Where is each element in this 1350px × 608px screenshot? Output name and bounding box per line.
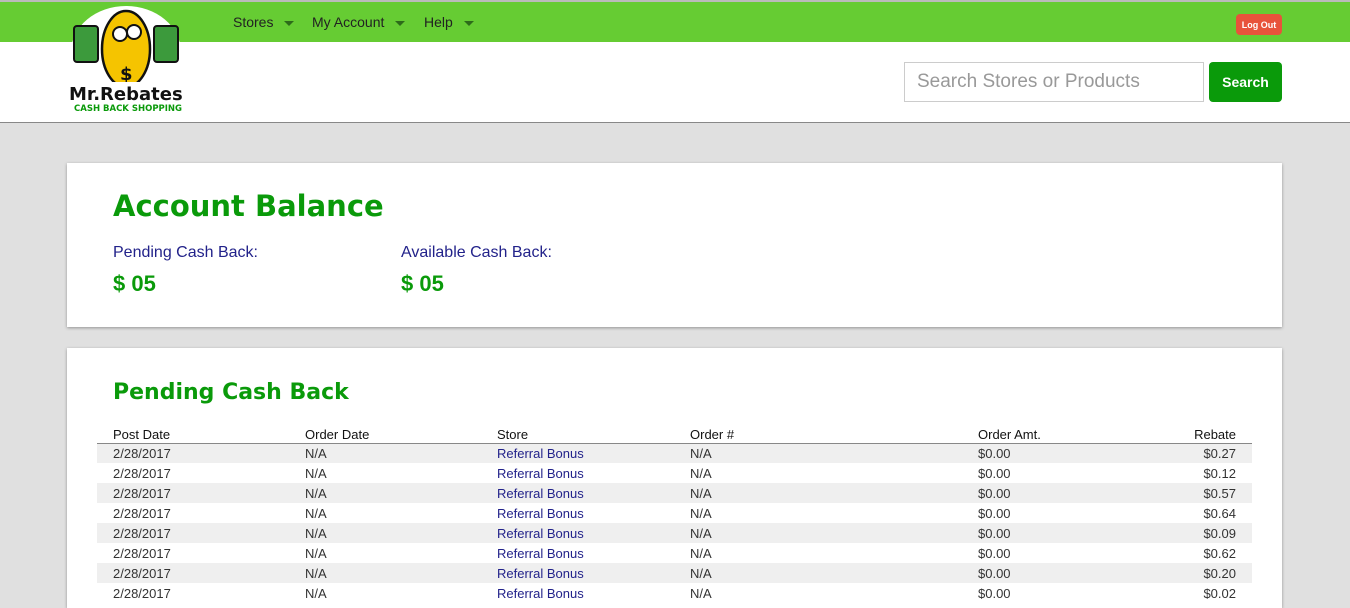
cell-order-number: N/A [674, 483, 962, 503]
nav-help[interactable]: Help [424, 14, 474, 30]
cell-order-number: N/A [690, 585, 712, 601]
cell-order-number: N/A [690, 465, 712, 481]
col-order-number: Order # [674, 426, 962, 444]
table-row: 2/28/2017 N/A Referral Bonus N/A $0.00 $0.57 [97, 483, 1252, 503]
table-row: 2/28/2017 N/A Referral Bonus N/A $0.00 $0.12 [97, 463, 1252, 483]
table-row: 2/28/2017 N/A Referral Bonus N/A $0.00 $0.64 [97, 503, 1252, 523]
cell-rebate: $0.09 [1107, 523, 1252, 543]
cell-order-date: N/A [305, 545, 327, 561]
cell-post-date: 2/28/2017 [97, 443, 289, 463]
cell-order-date: N/A [289, 523, 481, 543]
available-label: Available Cash Back: [401, 244, 552, 261]
brand-logo[interactable]: $ Mr.Rebates CASH BACK SHOPPING [66, 4, 188, 116]
cell-order-amt: $0.00 [962, 483, 1107, 503]
cell-store[interactable]: Referral Bonus [481, 563, 674, 583]
pending-cash-back-title: Pending Cash Back [113, 380, 349, 405]
caret-down-icon [284, 21, 295, 26]
cell-order-date: N/A [305, 505, 327, 521]
cell-rebate: $0.02 [1203, 585, 1236, 601]
brand-name: Mr.Rebates [69, 84, 183, 105]
cell-rebate: $0.64 [1203, 505, 1236, 521]
cell-store[interactable]: Referral Bonus [481, 523, 674, 543]
table-row: 2/28/2017 N/A Referral Bonus N/A $0.00 $0.02 [97, 583, 1252, 603]
nav-stores[interactable]: Stores [233, 14, 295, 30]
top-border [0, 0, 1350, 2]
cell-post-date: 2/28/2017 [113, 465, 171, 481]
cell-order-amt: $0.00 [962, 443, 1107, 463]
cell-post-date: 2/28/2017 [113, 585, 171, 601]
logout-button[interactable]: Log Out [1236, 14, 1282, 35]
cell-order-number: N/A [674, 563, 962, 583]
pending-cash-back-card: Pending Cash Back Post Date Order Date S… [67, 348, 1282, 608]
cell-post-date: 2/28/2017 [97, 523, 289, 543]
nav-bar: Stores My Account Help Log Out [0, 2, 1350, 42]
cell-order-date: N/A [289, 563, 481, 583]
cell-store[interactable]: Referral Bonus [497, 585, 584, 601]
account-balance-title: Account Balance [113, 189, 384, 223]
table-row: 2/28/2017 N/A Referral Bonus N/A $0.00 $0.27 [97, 443, 1252, 463]
cell-order-amt: $0.00 [962, 563, 1107, 583]
search-input[interactable] [904, 62, 1204, 102]
brand-tagline: CASH BACK SHOPPING [74, 104, 182, 114]
nav-label: My Account [312, 14, 385, 30]
cell-order-amt: $0.00 [962, 523, 1107, 543]
col-order-amt: Order Amt. [962, 426, 1107, 444]
cell-post-date: 2/28/2017 [97, 483, 289, 503]
cell-post-date: 2/28/2017 [113, 545, 171, 561]
pending-table: Post Date Order Date Store Order # Order… [97, 426, 1252, 603]
nav-label: Help [424, 14, 453, 30]
cell-store[interactable]: Referral Bonus [481, 443, 674, 463]
cell-post-date: 2/28/2017 [97, 563, 289, 583]
cell-order-number: N/A [674, 523, 962, 543]
cell-rebate: $0.12 [1203, 465, 1236, 481]
svg-text:$: $ [120, 64, 133, 85]
pending-value: $ 05 [113, 271, 156, 296]
col-rebate: Rebate [1107, 426, 1252, 444]
cell-order-date: N/A [305, 585, 327, 601]
caret-down-icon [463, 21, 474, 26]
cell-order-amt: $0.00 [978, 465, 1011, 481]
cell-order-date: N/A [305, 465, 327, 481]
cell-rebate: $0.62 [1203, 545, 1236, 561]
cell-order-date: N/A [289, 483, 481, 503]
pending-label: Pending Cash Back: [113, 244, 258, 261]
table-row: 2/28/2017 N/A Referral Bonus N/A $0.00 $0.62 [97, 543, 1252, 563]
nav-label: Stores [233, 14, 274, 30]
caret-down-icon [395, 21, 406, 26]
col-store: Store [481, 426, 674, 444]
account-balance-card: Account Balance Pending Cash Back: $ 05 … [67, 163, 1282, 327]
cell-rebate: $0.27 [1107, 443, 1252, 463]
search-button[interactable]: Search [1209, 62, 1282, 102]
table-row: 2/28/2017 N/A Referral Bonus N/A $0.00 $0.20 [97, 563, 1252, 583]
cell-order-number: N/A [674, 443, 962, 463]
cell-store[interactable]: Referral Bonus [497, 545, 584, 561]
cell-order-amt: $0.00 [978, 505, 1011, 521]
cell-store[interactable]: Referral Bonus [497, 505, 584, 521]
cell-order-amt: $0.00 [978, 585, 1011, 601]
cell-order-date: N/A [289, 443, 481, 463]
cell-rebate: $0.57 [1107, 483, 1252, 503]
cell-store[interactable]: Referral Bonus [497, 465, 584, 481]
cell-order-number: N/A [690, 505, 712, 521]
col-order-date: Order Date [289, 426, 481, 444]
cell-order-number: N/A [690, 545, 712, 561]
cell-post-date: 2/28/2017 [113, 505, 171, 521]
cell-rebate: $0.20 [1107, 563, 1252, 583]
available-value: $ 05 [401, 271, 444, 296]
col-post-date: Post Date [97, 426, 289, 444]
table-row: 2/28/2017 N/A Referral Bonus N/A $0.00 $0.09 [97, 523, 1252, 543]
nav-my-account[interactable]: My Account [312, 14, 406, 30]
cell-order-amt: $0.00 [978, 545, 1011, 561]
cell-store[interactable]: Referral Bonus [481, 483, 674, 503]
